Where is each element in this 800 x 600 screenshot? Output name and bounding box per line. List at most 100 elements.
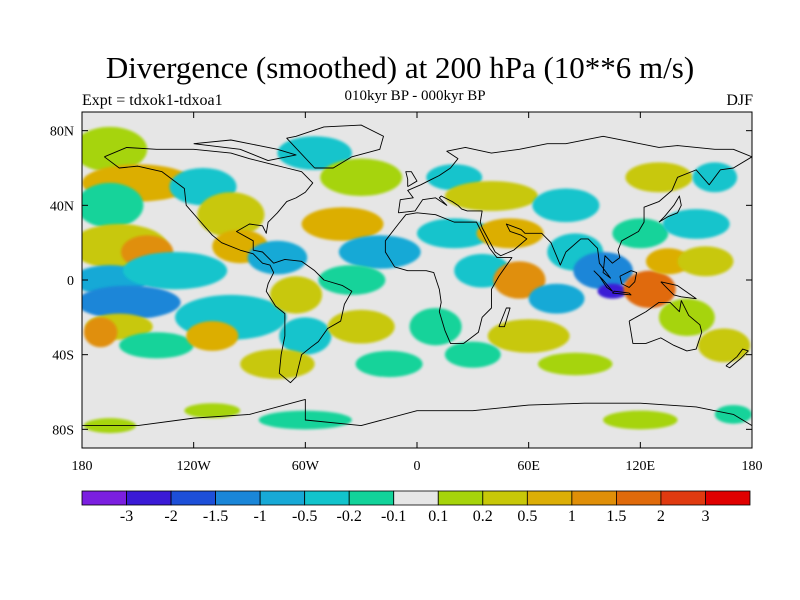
coastline-1 — [286, 124, 384, 169]
colorbar-swatch — [705, 490, 751, 506]
season-label: DJF — [726, 92, 753, 109]
lon-tick-label: 120W — [177, 459, 212, 474]
field-anomaly-33 — [417, 218, 492, 249]
field-anomaly-41 — [532, 188, 600, 223]
field-anomaly-9 — [83, 317, 118, 348]
field-anomaly-15 — [247, 240, 308, 275]
colorbar-label: -1.5 — [202, 508, 229, 525]
coastlines — [82, 124, 752, 427]
field-anomaly-25 — [301, 207, 384, 241]
field-anomaly-26 — [338, 235, 421, 269]
coastline-9 — [658, 195, 682, 223]
map-title: Divergence (smoothed) at 200 hPa (10**6 … — [105, 50, 695, 85]
field-anomaly-49 — [677, 246, 734, 277]
field-anomaly-51 — [698, 328, 751, 363]
field-anomaly-46 — [645, 248, 691, 275]
field-anomaly-6 — [122, 251, 228, 290]
field-anomaly-0 — [82, 126, 148, 172]
lon-tick-label: 180 — [742, 459, 763, 474]
axis-ticks: 80N 40N 0 40S 80S 180 120W 60W 0 60E 120E 180 — [50, 112, 763, 474]
colorbar-swatch — [348, 490, 395, 506]
lon-tick-label: 60W — [292, 459, 320, 474]
colorbar-swatch — [215, 490, 261, 506]
coastline-7 — [619, 270, 638, 288]
field-anomaly-39 — [444, 341, 501, 368]
field-anomaly-13 — [197, 192, 265, 238]
colorbar-swatch — [259, 490, 306, 506]
colorbar-swatch — [571, 490, 617, 506]
coastline-14 — [193, 139, 297, 161]
colorbar-label: -0.2 — [336, 508, 362, 525]
lat-tick-label: 40N — [50, 199, 74, 214]
field-anomaly-19 — [279, 317, 332, 355]
colorbar-label: 0.1 — [428, 508, 449, 525]
field-anomaly-40 — [537, 352, 613, 376]
colorbar-swatch — [660, 490, 706, 506]
coastline-5 — [593, 270, 613, 292]
coastline-12 — [498, 307, 511, 328]
field-anomaly-27 — [318, 265, 386, 295]
field-anomaly-17 — [186, 321, 239, 351]
field-anomaly-21 — [184, 403, 241, 419]
field-anomaly-32 — [444, 181, 538, 211]
coastline-13 — [82, 399, 752, 427]
field-anomaly-7 — [82, 285, 181, 320]
colorbar-label: -3 — [119, 508, 134, 525]
field-anomaly-28 — [327, 309, 395, 344]
colorbar-swatch — [81, 490, 127, 506]
colorbar-swatch — [170, 490, 216, 506]
field-anomaly-34 — [476, 218, 544, 249]
coastline-11 — [405, 171, 418, 188]
lon-tick-label: 180 — [72, 459, 93, 474]
colorbar-swatch — [482, 490, 528, 506]
field-anomaly-2 — [82, 182, 144, 228]
colorbar-label: 3 — [701, 508, 710, 525]
colorbar-label: 1 — [567, 508, 576, 525]
lat-tick-label: 0 — [67, 274, 74, 289]
coastline-10 — [725, 348, 749, 369]
colorbar-label: -0.5 — [291, 508, 318, 525]
field-anomaly-29 — [355, 350, 423, 378]
colorbar-label: -1 — [253, 508, 267, 525]
divergence-field — [82, 126, 752, 434]
field-anomaly-20 — [240, 349, 315, 379]
colorbar — [81, 490, 751, 506]
colorbar-swatch — [393, 490, 439, 506]
coastline-2 — [384, 212, 513, 344]
colorbar-swatch — [526, 490, 573, 506]
field-anomaly-36 — [493, 261, 546, 299]
experiment-label: Expt = tdxok1-tdxoa1 — [82, 92, 223, 109]
lon-tick-label: 60E — [517, 459, 540, 474]
field-anomaly-24 — [320, 158, 403, 196]
coastline-8 — [660, 281, 697, 300]
field-anomaly-18 — [269, 276, 323, 314]
colorbar-label: 1.5 — [606, 508, 627, 525]
field-anomaly-47 — [612, 218, 669, 249]
colorbar-label: 0.5 — [517, 508, 538, 525]
colorbar-label: 0.2 — [472, 508, 493, 525]
colorbar-swatch — [126, 490, 172, 506]
lat-tick-label: 80N — [50, 125, 74, 140]
field-anomaly-38 — [487, 319, 570, 353]
coastline-3 — [397, 135, 752, 279]
field-anomaly-52 — [625, 162, 693, 193]
coastline-0 — [104, 147, 353, 384]
colorbar-swatch — [437, 490, 484, 506]
colorbar-swatch — [616, 490, 662, 506]
period-label: 010kyr BP - 000kyr BP — [344, 88, 486, 104]
lat-tick-label: 40S — [52, 349, 74, 364]
colorbar-label: -2 — [164, 508, 178, 525]
field-anomaly-10 — [119, 332, 194, 359]
field-anomaly-30 — [409, 308, 462, 346]
colorbar-label: -0.1 — [381, 508, 407, 525]
colorbar-label: 2 — [656, 508, 665, 525]
field-anomaly-50 — [658, 298, 715, 337]
coastline-6 — [612, 290, 632, 296]
lon-tick-label: 120E — [626, 459, 656, 474]
field-anomaly-37 — [528, 283, 585, 314]
field-anomaly-48 — [662, 209, 730, 239]
field-anomaly-45 — [623, 270, 676, 309]
colorbar-swatch — [304, 490, 350, 506]
field-anomaly-54 — [603, 410, 678, 430]
